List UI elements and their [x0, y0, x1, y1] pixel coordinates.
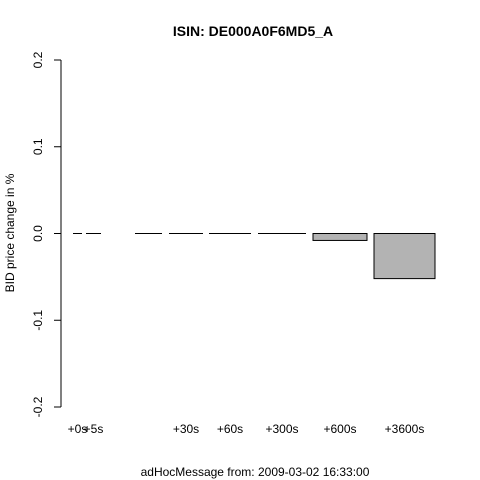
x-axis-title: adHocMessage from: 2009-03-02 16:33:00 — [141, 465, 370, 479]
chart-title: ISIN: DE000A0F6MD5_A — [173, 23, 333, 39]
bar — [312, 233, 368, 241]
y-tick-label: 0.1 — [31, 138, 45, 155]
x-tick-label: +600s — [323, 422, 356, 436]
x-tick-label: +0s — [68, 422, 88, 436]
y-tick-label: 0.0 — [31, 225, 45, 242]
bars-group — [73, 233, 436, 280]
x-tick-label: +3600s — [385, 422, 425, 436]
y-axis: -0.2 -0.1 0.0 0.1 0.2 — [31, 51, 62, 417]
y-tick-label: -0.2 — [31, 396, 45, 417]
y-tick-label: 0.2 — [31, 51, 45, 68]
x-tick-label: +300s — [265, 422, 298, 436]
x-axis-labels: +0s+5s +30s +60s +300s +600s +3600s — [68, 422, 425, 436]
y-axis-title: BID price change in % — [3, 173, 17, 292]
bar — [373, 233, 436, 280]
x-tick-label: +5s — [84, 422, 104, 436]
x-tick-label: +30s — [173, 422, 199, 436]
x-tick-label: +60s — [217, 422, 243, 436]
y-tick-label: -0.1 — [31, 310, 45, 331]
